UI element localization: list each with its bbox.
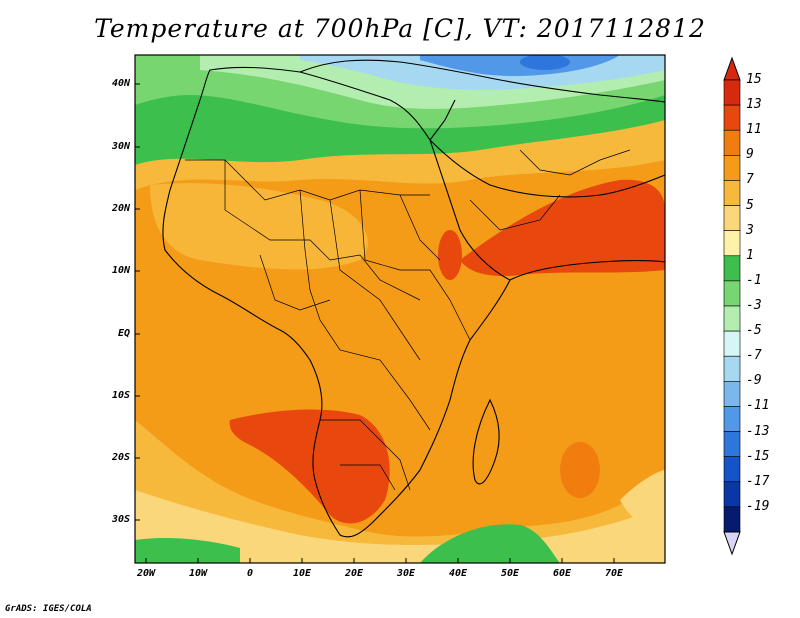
colorbar-swatch: [723, 506, 741, 533]
colorbar-top-arrow: [723, 56, 741, 81]
colorbar-swatch: [723, 305, 741, 332]
colorbar-label: -13: [746, 423, 770, 439]
lat-label-30n: 30N: [111, 141, 130, 152]
colorbar-label: 1: [746, 247, 754, 263]
colorbar-swatch: [723, 255, 741, 282]
colorbar-swatch: [723, 205, 741, 231]
colorbar-label: -9: [746, 373, 762, 389]
colorbar-label: -19: [746, 498, 770, 514]
lon-label-50e: 50E: [500, 568, 520, 579]
colorbar-swatch: [723, 79, 741, 106]
colorbar-swatch: [723, 129, 741, 156]
colorbar-label: -15: [746, 448, 770, 464]
colorbar-swatch: [723, 355, 741, 382]
lat-label-20s: 20S: [111, 452, 130, 463]
country-borders: [185, 149, 631, 491]
lon-label-20w: 20W: [136, 568, 156, 579]
lat-label-10n: 10N: [111, 265, 130, 276]
colorbar-swatch: [723, 280, 741, 307]
colorbar-label: 13: [746, 97, 762, 113]
lon-label-40e: 40E: [448, 568, 468, 579]
temperature-field: [135, 55, 665, 563]
colorbar-swatch: [723, 456, 741, 483]
colorbar-bottom-arrow: [723, 531, 741, 556]
colorbar: [723, 56, 741, 556]
colorbar-swatch: [723, 481, 741, 508]
colorbar-label: -7: [746, 348, 762, 364]
colorbar-swatch: [723, 330, 741, 357]
lon-label-10e: 10E: [292, 568, 312, 579]
colorbar-label: 7: [746, 172, 754, 188]
colorbar-swatch: [723, 104, 741, 131]
colorbar-swatch: [723, 155, 741, 181]
lon-label-20e: 20E: [344, 568, 364, 579]
axis-ticks: [135, 83, 615, 563]
colorbar-label: -3: [746, 298, 762, 313]
lon-label-70e: 70E: [604, 568, 624, 579]
colorbar-label: 5: [746, 197, 754, 213]
colorbar-label: -17: [746, 473, 770, 489]
colorbar-label: -5: [746, 323, 762, 339]
colorbar-swatch: [723, 406, 741, 432]
coastlines: [162, 59, 665, 538]
lat-label-eq: EQ: [117, 328, 130, 339]
lon-label-60e: 60E: [552, 568, 572, 579]
colorbar-swatch: [723, 180, 741, 206]
map-title: Temperature at 700hPa [C], VT: 201711281…: [94, 14, 706, 43]
colorbar-label: 9: [746, 147, 754, 163]
colorbar-swatch: [723, 431, 741, 457]
lat-label-30s: 30S: [111, 514, 130, 525]
colorbar-label: -11: [746, 398, 770, 414]
colorbar-swatch: [723, 230, 741, 257]
lat-label-20n: 20N: [111, 203, 130, 214]
colorbar-label: 3: [746, 222, 754, 238]
lon-label-10w: 10W: [188, 568, 208, 579]
lat-label-10s: 10S: [111, 390, 130, 401]
lon-label-30e: 30E: [396, 568, 416, 579]
colorbar-label: 15: [746, 72, 762, 87]
grads-credit: GrADS: IGES/COLA: [5, 604, 92, 614]
colorbar-swatch: [723, 381, 741, 407]
lon-label-0: 0: [246, 568, 254, 579]
lat-label-40n: 40N: [111, 78, 130, 89]
colorbar-label: 11: [746, 122, 762, 138]
map-border: [134, 54, 666, 564]
colorbar-label: -1: [746, 272, 762, 288]
